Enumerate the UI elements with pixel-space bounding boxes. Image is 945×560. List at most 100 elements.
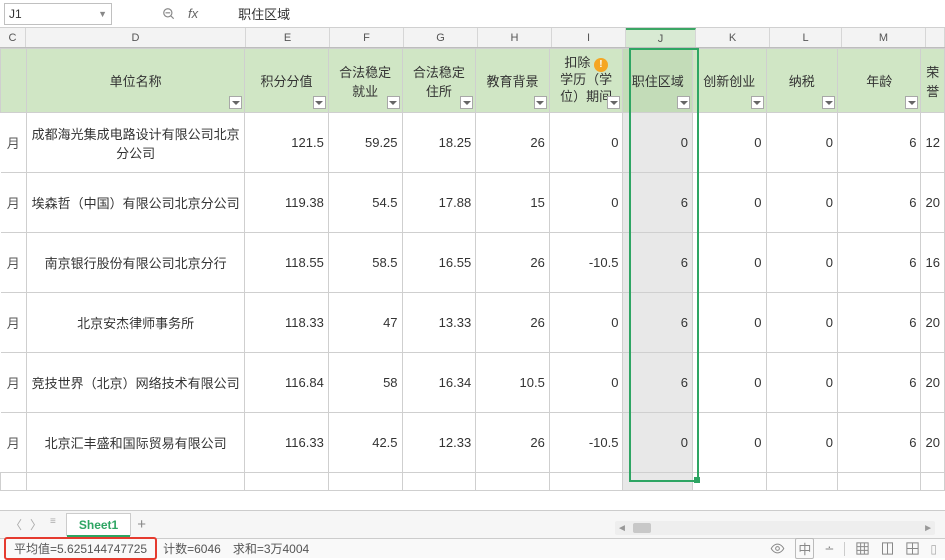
col-letter-K[interactable]: K	[696, 28, 770, 47]
cell[interactable]: 0	[549, 173, 623, 233]
cell[interactable]: 0	[766, 233, 838, 293]
cell[interactable]: 116.33	[245, 413, 329, 473]
sheet-prev-icon[interactable]: 〈	[10, 516, 22, 533]
cell[interactable]: 6	[838, 113, 921, 173]
col-letter-H[interactable]: H	[478, 28, 552, 47]
cell[interactable]: 0	[766, 353, 838, 413]
cell[interactable]: 北京汇丰盛和国际贸易有限公司	[26, 413, 244, 473]
cell[interactable]: 116.84	[245, 353, 329, 413]
header-c[interactable]	[1, 49, 27, 113]
view-normal-icon[interactable]	[855, 541, 870, 556]
cell[interactable]: 6	[838, 353, 921, 413]
sheet-tab[interactable]: Sheet1	[66, 513, 131, 536]
col-letter-L[interactable]: L	[770, 28, 842, 47]
cell[interactable]: 58	[328, 353, 402, 413]
col-letter-[interactable]	[926, 28, 945, 47]
cell[interactable]: 10.5	[476, 353, 550, 413]
cell[interactable]: 59.25	[328, 113, 402, 173]
filter-arrow-icon[interactable]	[313, 96, 326, 109]
col-letter-E[interactable]: E	[246, 28, 330, 47]
cell[interactable]: 6	[623, 353, 693, 413]
filter-arrow-icon[interactable]	[905, 96, 918, 109]
cell[interactable]: 竞技世界（北京）网络技术有限公司	[26, 353, 244, 413]
cell[interactable]: 0	[693, 353, 767, 413]
cell[interactable]: 0	[693, 413, 767, 473]
cell[interactable]: 南京银行股份有限公司北京分行	[26, 233, 244, 293]
cell[interactable]: 16	[921, 233, 945, 293]
cell[interactable]: 20	[921, 173, 945, 233]
filter-arrow-icon[interactable]	[229, 96, 242, 109]
sheet-list-icon[interactable]: ≡	[50, 516, 56, 533]
cell[interactable]: 0	[549, 353, 623, 413]
filter-arrow-icon[interactable]	[607, 96, 620, 109]
cell[interactable]: 20	[921, 353, 945, 413]
horizontal-scrollbar[interactable]: ◄ ►	[615, 521, 935, 535]
settings-dash-icon[interactable]: ∸	[824, 542, 834, 556]
scroll-thumb[interactable]	[633, 523, 651, 533]
cell[interactable]: 0	[693, 113, 767, 173]
cell[interactable]: 月	[1, 113, 27, 173]
scroll-right-icon[interactable]: ►	[921, 523, 935, 534]
add-sheet-icon[interactable]: +	[137, 516, 146, 533]
cell[interactable]: 12.33	[402, 413, 476, 473]
header-n[interactable]: 荣誉	[921, 49, 945, 113]
filter-arrow-icon[interactable]	[460, 96, 473, 109]
header-j[interactable]: 职住区域	[623, 49, 693, 113]
header-k[interactable]: 创新创业	[693, 49, 767, 113]
cell[interactable]: 6	[623, 173, 693, 233]
cell[interactable]: 17.88	[402, 173, 476, 233]
eye-icon[interactable]	[770, 541, 785, 556]
cell[interactable]: 6	[623, 233, 693, 293]
cell[interactable]: 0	[693, 173, 767, 233]
view-split-icon[interactable]	[905, 541, 920, 556]
cell[interactable]: 成都海光集成电路设计有限公司北京分公司	[26, 113, 244, 173]
cell[interactable]: 月	[1, 173, 27, 233]
cell[interactable]: 26	[476, 233, 550, 293]
cell[interactable]: 0	[693, 233, 767, 293]
cell[interactable]: 6	[838, 293, 921, 353]
zoom-out-icon[interactable]	[162, 7, 176, 21]
cell[interactable]: 18.25	[402, 113, 476, 173]
formula-text[interactable]: 职住区域	[238, 4, 290, 23]
filter-arrow-icon[interactable]	[534, 96, 547, 109]
cell[interactable]: 6	[838, 413, 921, 473]
sheet-next-icon[interactable]: 〉	[30, 516, 42, 533]
cell[interactable]: 12	[921, 113, 945, 173]
cell[interactable]: 54.5	[328, 173, 402, 233]
cell[interactable]: 0	[766, 173, 838, 233]
header-d[interactable]: 单位名称	[26, 49, 244, 113]
filter-arrow-icon[interactable]	[387, 96, 400, 109]
filter-arrow-icon[interactable]	[751, 96, 764, 109]
cell[interactable]: 埃森哲（中国）有限公司北京分公司	[26, 173, 244, 233]
cell[interactable]: 月	[1, 233, 27, 293]
col-letter-F[interactable]: F	[330, 28, 404, 47]
cell[interactable]: 26	[476, 113, 550, 173]
col-letter-M[interactable]: M	[842, 28, 926, 47]
header-g[interactable]: 合法稳定住所	[402, 49, 476, 113]
cell[interactable]: 26	[476, 293, 550, 353]
cell[interactable]: 15	[476, 173, 550, 233]
header-f[interactable]: 合法稳定就业	[328, 49, 402, 113]
cell[interactable]: 121.5	[245, 113, 329, 173]
filter-arrow-icon[interactable]	[677, 96, 690, 109]
header-i[interactable]: 扣除 !学历（学位）期间	[549, 49, 623, 113]
cell[interactable]: 0	[549, 113, 623, 173]
cell[interactable]: 58.5	[328, 233, 402, 293]
name-box[interactable]: J1 ▼	[4, 3, 112, 25]
header-e[interactable]: 积分分值	[245, 49, 329, 113]
name-box-dropdown-icon[interactable]: ▼	[98, 9, 107, 19]
cell[interactable]: -10.5	[549, 413, 623, 473]
scroll-left-icon[interactable]: ◄	[615, 523, 629, 534]
cell[interactable]: 0	[549, 293, 623, 353]
cell[interactable]: 0	[766, 113, 838, 173]
cell[interactable]: 0	[623, 413, 693, 473]
filter-arrow-icon[interactable]	[822, 96, 835, 109]
ime-icon[interactable]: 中	[795, 538, 814, 559]
cell[interactable]: 20	[921, 413, 945, 473]
cell[interactable]: 47	[328, 293, 402, 353]
cell[interactable]: 0	[766, 293, 838, 353]
header-h[interactable]: 教育背景	[476, 49, 550, 113]
header-l[interactable]: 纳税	[766, 49, 838, 113]
cell[interactable]: 北京安杰律师事务所	[26, 293, 244, 353]
cell[interactable]: 26	[476, 413, 550, 473]
